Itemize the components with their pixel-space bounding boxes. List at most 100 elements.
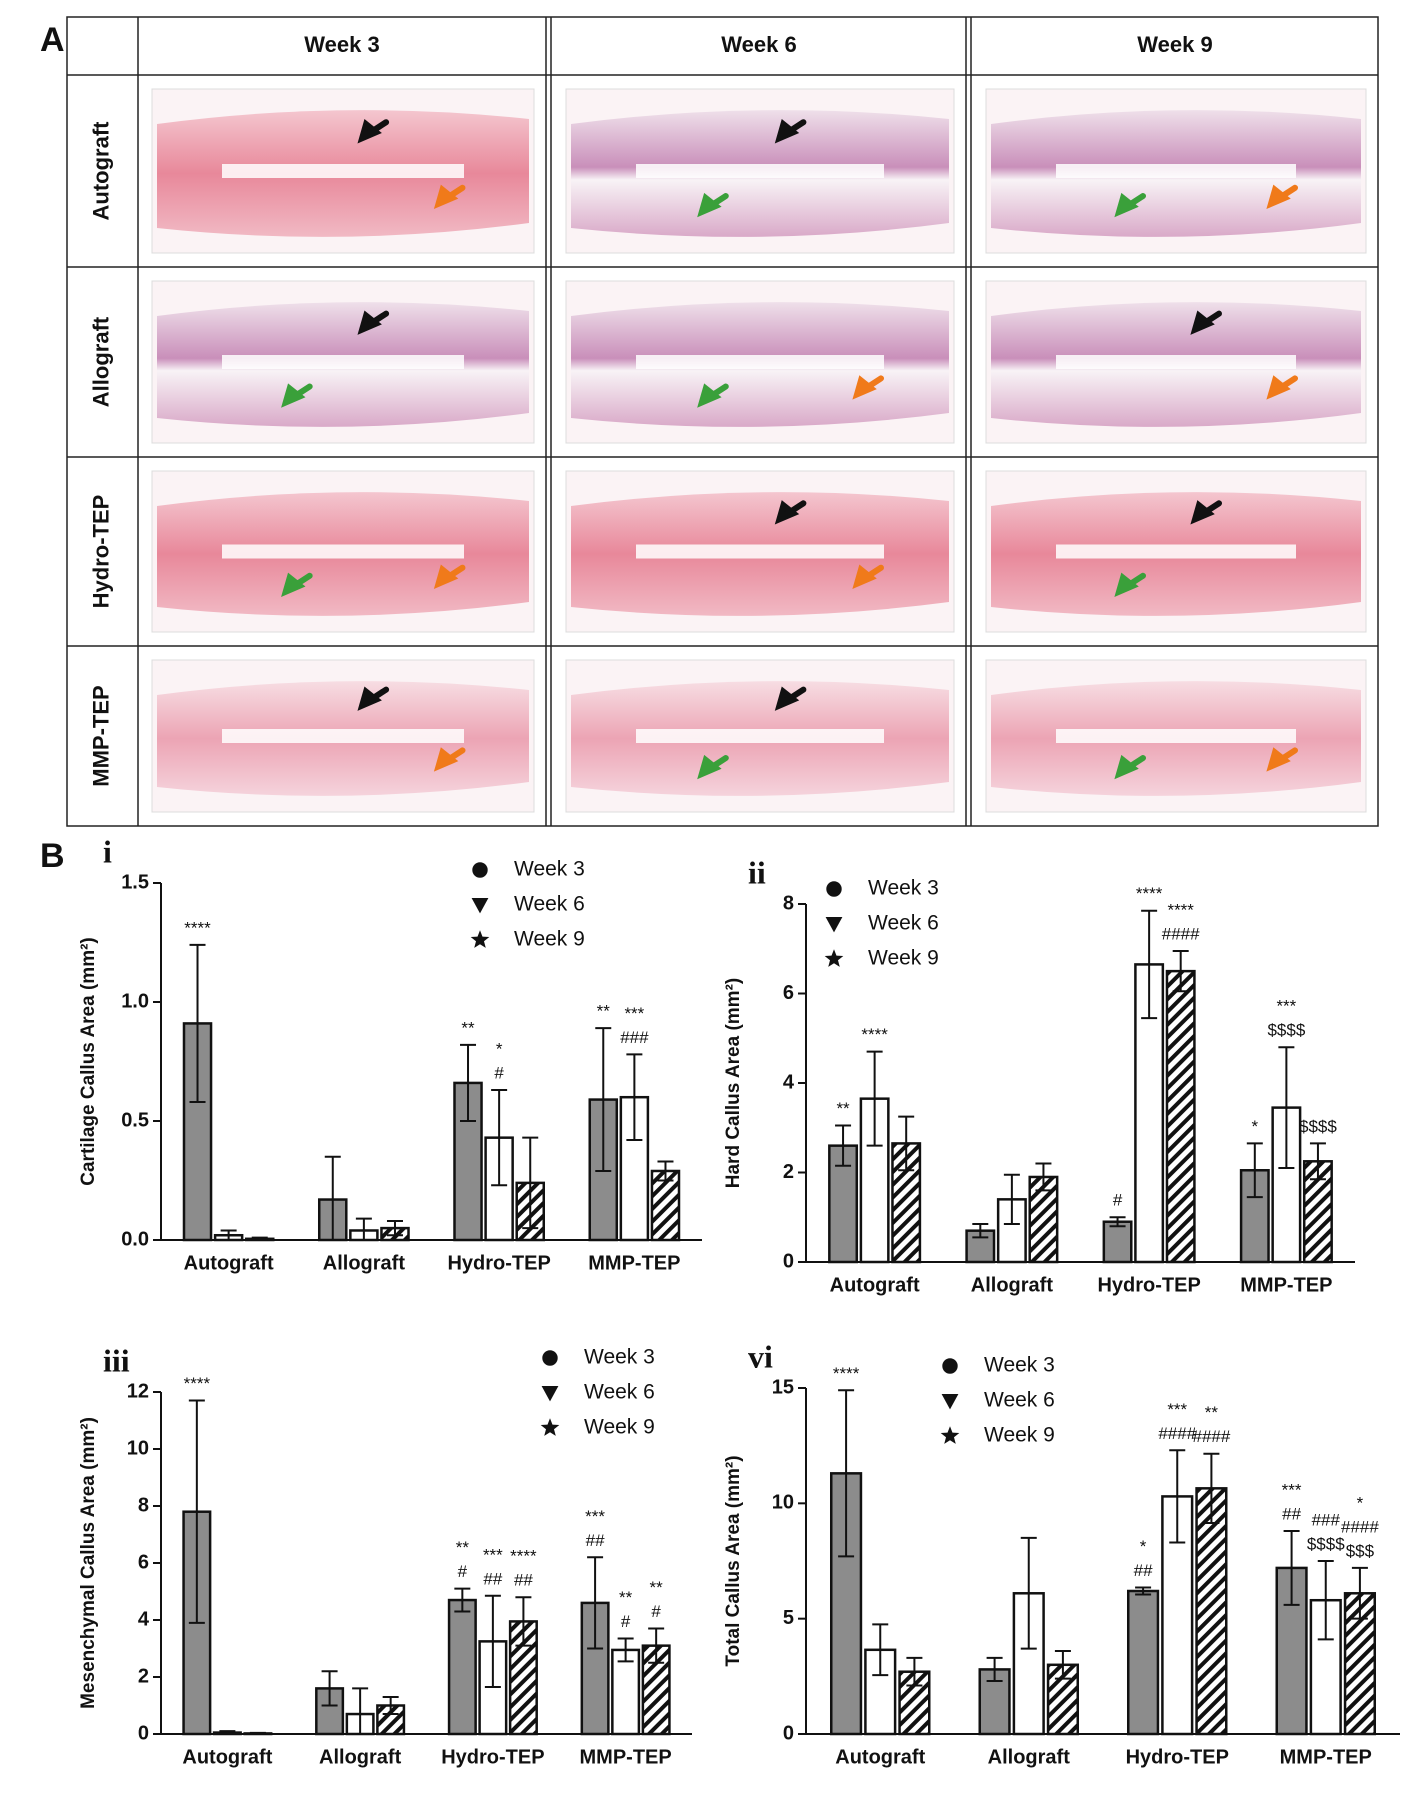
- legend-label: Week 6: [514, 893, 585, 916]
- significance-label: ***: [1276, 997, 1296, 1016]
- significance-label: ****: [1136, 884, 1163, 903]
- bar: [611, 1648, 641, 1736]
- significance-label: ***: [624, 1004, 644, 1023]
- significance-label: **: [456, 1538, 470, 1557]
- error-bar: [522, 1136, 539, 1230]
- significance-label: **: [836, 1099, 850, 1118]
- error-bar: [866, 1050, 883, 1147]
- panel-number: vi: [748, 1338, 773, 1374]
- error-bar: [1278, 1046, 1295, 1170]
- y-tick-label: 6: [783, 982, 794, 1004]
- significance-label: ****: [184, 918, 211, 937]
- x-tick-label: Hydro-TEP: [1126, 1746, 1229, 1768]
- arrow: [697, 192, 729, 218]
- y-tick-label: 1.0: [121, 990, 149, 1012]
- y-axis-label: Mesenchymal Callus Area (mm²): [78, 1417, 99, 1709]
- legend-marker: [470, 930, 490, 948]
- legend-marker: [941, 1394, 959, 1410]
- row-header: MMP-TEP: [88, 685, 113, 786]
- bar: [1165, 969, 1196, 1264]
- significance-label: *: [496, 1040, 503, 1059]
- x-tick-label: Autograft: [835, 1746, 925, 1768]
- legend-marker: [824, 949, 844, 967]
- arrow: [433, 564, 466, 589]
- error-bar: [587, 1556, 604, 1650]
- error-bar: [1169, 1449, 1186, 1544]
- significance-label: $$$: [1346, 1541, 1375, 1560]
- significance-label: ***: [483, 1545, 503, 1564]
- significance-label: ####: [1192, 1427, 1230, 1446]
- error-bar: [1135, 1586, 1152, 1596]
- arrow: [1114, 572, 1146, 597]
- y-tick-label: 4: [138, 1608, 150, 1630]
- panel-label: A: [40, 21, 65, 59]
- x-tick-label: MMP-TEP: [1280, 1746, 1372, 1768]
- x-tick-label: Hydro-TEP: [447, 1252, 550, 1274]
- arrow: [357, 119, 390, 144]
- legend-label: Week 9: [514, 928, 585, 951]
- error-bar: [352, 1687, 369, 1735]
- legend-label: Week 3: [868, 877, 939, 900]
- panel-label: B: [40, 837, 65, 875]
- significance-label: ****: [1167, 900, 1194, 919]
- error-bar: [648, 1627, 665, 1664]
- y-tick-label: 2: [138, 1665, 149, 1687]
- error-bar: [1246, 1142, 1263, 1199]
- legend-marker: [471, 898, 489, 914]
- bone-canal: [222, 729, 464, 743]
- legend-label: Week 6: [584, 1381, 655, 1404]
- significance-label: $$$$: [1299, 1117, 1337, 1136]
- significance-label: ***: [1167, 1400, 1187, 1419]
- x-tick-label: MMP-TEP: [588, 1252, 680, 1274]
- arrow: [697, 383, 729, 408]
- bone-canal: [1056, 544, 1296, 559]
- error-bar: [986, 1656, 1003, 1682]
- arrow: [281, 383, 313, 408]
- arrow: [281, 572, 313, 597]
- error-bar: [1172, 949, 1189, 993]
- bone-canal: [636, 355, 884, 369]
- significance-label: #: [494, 1064, 504, 1083]
- legend-label: Week 9: [584, 1416, 655, 1439]
- bar: [1102, 1220, 1133, 1264]
- legend-marker: [540, 1418, 560, 1436]
- x-tick-label: MMP-TEP: [1240, 1274, 1332, 1296]
- significance-label: ##: [586, 1531, 605, 1550]
- error-bar: [484, 1594, 501, 1688]
- significance-label: #: [621, 1612, 631, 1631]
- bone-canal: [1056, 355, 1296, 369]
- row-header: Hydro-TEP: [88, 495, 113, 609]
- error-bar: [906, 1656, 923, 1687]
- error-bar: [188, 1399, 205, 1624]
- bone-canal: [1056, 164, 1296, 178]
- error-bar: [189, 943, 206, 1103]
- legend-marker: [541, 1386, 559, 1402]
- significance-label: ****: [833, 1364, 860, 1383]
- arrow: [852, 564, 884, 589]
- y-tick-label: 5: [783, 1607, 794, 1629]
- arrow: [1114, 754, 1146, 780]
- significance-label: ##: [1134, 1561, 1153, 1580]
- error-bar: [251, 1236, 268, 1241]
- y-tick-label: 0: [783, 1250, 794, 1272]
- y-tick-label: 1.5: [121, 871, 149, 893]
- significance-label: ***: [585, 1507, 605, 1526]
- bone-canal: [636, 729, 884, 743]
- error-bar: [617, 1637, 634, 1663]
- significance-label: **: [597, 1002, 611, 1021]
- bar: [447, 1598, 477, 1736]
- x-tick-label: Autograft: [184, 1252, 274, 1274]
- error-bar: [595, 1027, 612, 1172]
- column-header: Week 9: [1137, 32, 1212, 57]
- error-bar: [1309, 1142, 1326, 1181]
- y-tick-label: 6: [138, 1551, 149, 1573]
- significance-label: ##: [1282, 1504, 1301, 1523]
- y-tick-label: 0: [138, 1722, 149, 1744]
- error-bar: [626, 1053, 643, 1142]
- arrow: [774, 500, 807, 525]
- error-bar: [898, 1115, 915, 1172]
- error-bar: [1203, 1452, 1220, 1524]
- arrow: [774, 686, 807, 711]
- error-bar: [1141, 909, 1158, 1020]
- legend-marker: [472, 862, 488, 878]
